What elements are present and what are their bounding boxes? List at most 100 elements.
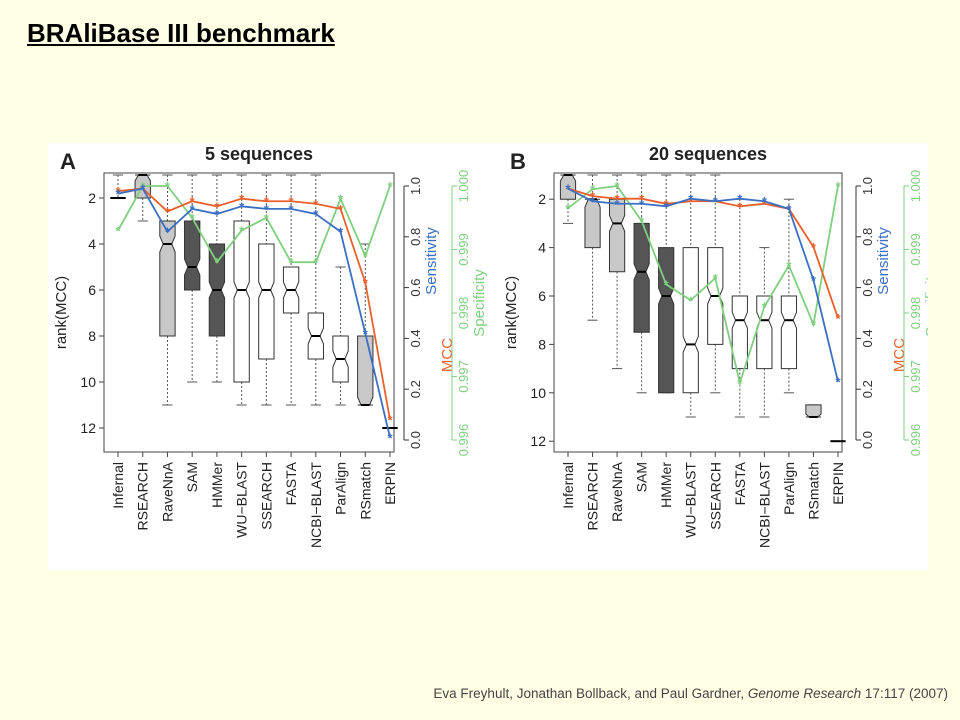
y-axis-label: rank(MCC) bbox=[503, 276, 520, 349]
panel-b: B 20 sequences 2 4 6 8 10 12 rank(MCC) Infernal RS… bbox=[503, 144, 940, 548]
series-marker-specificity: * bbox=[190, 211, 196, 226]
series-marker-specificity: * bbox=[835, 179, 841, 194]
series-marker-sensitivity: * bbox=[811, 273, 817, 288]
series-marker-mcc: * bbox=[239, 192, 245, 207]
series-marker-specificity: * bbox=[811, 317, 817, 332]
panel-label: A bbox=[60, 149, 76, 174]
series-marker-mcc: * bbox=[190, 194, 196, 209]
series-marker-sensitivity: * bbox=[214, 207, 220, 222]
series-marker-mcc: * bbox=[313, 197, 319, 212]
box-10 bbox=[805, 404, 822, 418]
series-marker-sensitivity: * bbox=[165, 225, 171, 240]
right-axis-tick-label: 0.8 bbox=[860, 228, 875, 246]
series-marker-mcc: * bbox=[639, 192, 645, 207]
series-marker-sensitivity: * bbox=[363, 326, 369, 341]
series-marker-sensitivity: * bbox=[615, 197, 621, 212]
sensitivity-axis-label: Sensitivity bbox=[875, 227, 892, 295]
right-axis-tick-label: 1.000 bbox=[456, 170, 471, 203]
right-axis-tick-label: 0.4 bbox=[408, 329, 423, 347]
x-tick-label: RSEARCH bbox=[585, 462, 601, 530]
series-line-sensitivity bbox=[567, 187, 839, 382]
x-tick-label: RaveNnA bbox=[609, 461, 625, 522]
box-body bbox=[805, 404, 822, 418]
right-axis-tick-label: 0.999 bbox=[456, 233, 471, 266]
y-tick-label: 10 bbox=[530, 385, 546, 401]
box-body bbox=[731, 295, 748, 370]
series-line-specificity bbox=[567, 185, 839, 387]
x-tick-label: HMMer bbox=[209, 462, 225, 508]
mcc-axis-label: MCC bbox=[439, 338, 456, 372]
box-5 bbox=[233, 174, 250, 406]
series-marker-specificity: * bbox=[140, 179, 146, 194]
series-marker-sensitivity: * bbox=[289, 202, 295, 217]
series-line-sensitivity bbox=[117, 187, 391, 438]
x-tick-label: NCBI−BLAST bbox=[756, 462, 772, 548]
series-marker-mcc: * bbox=[590, 189, 596, 204]
figure-panel: A 5 sequences 2 4 6 8 10 12 rank(MCC) Infernal RSE… bbox=[48, 143, 940, 570]
box-body bbox=[756, 295, 773, 370]
box-body bbox=[780, 295, 798, 370]
series-marker-mcc: * bbox=[338, 202, 344, 217]
right-axis-tick-label: 0.6 bbox=[860, 279, 875, 297]
series-marker-sensitivity: * bbox=[786, 202, 792, 217]
box-2 bbox=[159, 174, 176, 406]
series-marker-specificity: * bbox=[387, 179, 393, 194]
series-marker-sensitivity: * bbox=[713, 194, 719, 209]
y-tick-label: 2 bbox=[538, 191, 546, 207]
y-tick-label: 12 bbox=[530, 433, 546, 449]
series-line-specificity bbox=[117, 185, 391, 264]
series-marker-sensitivity: * bbox=[239, 199, 245, 214]
right-axis-tick-label: 1.0 bbox=[860, 177, 875, 195]
x-tick-label: SAM bbox=[184, 462, 200, 492]
box-0 bbox=[559, 174, 577, 224]
series-marker-mcc: * bbox=[615, 192, 621, 207]
x-tick-label: WU−BLAST bbox=[683, 462, 699, 538]
series-marker-sensitivity: * bbox=[387, 430, 393, 445]
y-tick-label: 8 bbox=[88, 328, 96, 344]
box-3 bbox=[184, 174, 201, 383]
benchmark-chart: A 5 sequences 2 4 6 8 10 12 rank(MCC) Infernal RSE… bbox=[53, 144, 940, 548]
right-axis-tick-label: 0.2 bbox=[860, 380, 875, 398]
citation-journal: Genome Research bbox=[747, 686, 862, 701]
series-marker-sensitivity: * bbox=[338, 225, 344, 240]
series-marker-sensitivity: * bbox=[565, 182, 571, 197]
series-marker-mcc: * bbox=[762, 197, 768, 212]
box-body bbox=[159, 220, 176, 337]
series-marker-sensitivity: * bbox=[835, 375, 841, 390]
y-axis-label: rank(MCC) bbox=[53, 276, 70, 349]
right-axis-tick-label: 0.4 bbox=[860, 329, 875, 347]
y-tick-label: 8 bbox=[538, 336, 546, 352]
series-marker-sensitivity: * bbox=[664, 199, 670, 214]
box-body bbox=[608, 198, 626, 273]
series-marker-sensitivity: * bbox=[264, 202, 270, 217]
y-tick-label: 10 bbox=[80, 374, 96, 390]
series-marker-specificity: * bbox=[688, 293, 694, 308]
series-marker-specificity: * bbox=[338, 192, 344, 207]
series-marker-mcc: * bbox=[835, 311, 841, 326]
x-tick-label: RSmatch bbox=[357, 462, 373, 520]
series-marker-sensitivity: * bbox=[140, 182, 146, 197]
x-tick-label: ERPIN bbox=[830, 462, 846, 505]
y-tick-label: 12 bbox=[80, 420, 96, 436]
series-marker-mcc: * bbox=[115, 184, 121, 199]
box-body bbox=[258, 243, 275, 360]
series-marker-specificity: * bbox=[239, 223, 245, 238]
right-axis-tick-label: 0.999 bbox=[908, 233, 923, 266]
series-marker-specificity: * bbox=[664, 277, 670, 292]
series-marker-specificity: * bbox=[713, 271, 719, 286]
box-6 bbox=[707, 174, 724, 394]
panel-label: B bbox=[510, 149, 526, 174]
right-axis-tick-label: 0.997 bbox=[456, 360, 471, 393]
series-marker-specificity: * bbox=[363, 249, 369, 264]
y-tick-label: 4 bbox=[88, 236, 96, 252]
series-marker-mcc: * bbox=[289, 194, 295, 209]
x-tick-label: SSEARCH bbox=[258, 462, 274, 530]
series-marker-mcc: * bbox=[165, 204, 171, 219]
specificity-axis-label: Specificity bbox=[923, 269, 928, 337]
series-marker-specificity: * bbox=[214, 255, 220, 270]
panel-title: 5 sequences bbox=[205, 144, 313, 164]
box-body bbox=[357, 335, 374, 406]
x-tick-label: ParAlign bbox=[333, 462, 349, 515]
series-line-mcc bbox=[567, 187, 839, 319]
series-marker-specificity: * bbox=[264, 211, 270, 226]
